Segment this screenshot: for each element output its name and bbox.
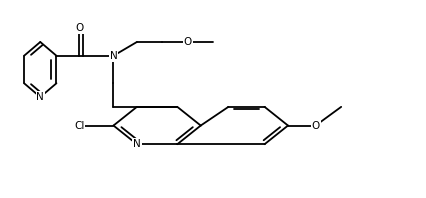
Text: O: O [184,37,192,47]
Text: N: N [36,92,44,102]
Text: N: N [133,139,141,149]
Text: O: O [75,23,83,33]
Text: Cl: Cl [74,121,84,130]
Text: N: N [109,51,117,61]
Text: O: O [311,121,319,130]
